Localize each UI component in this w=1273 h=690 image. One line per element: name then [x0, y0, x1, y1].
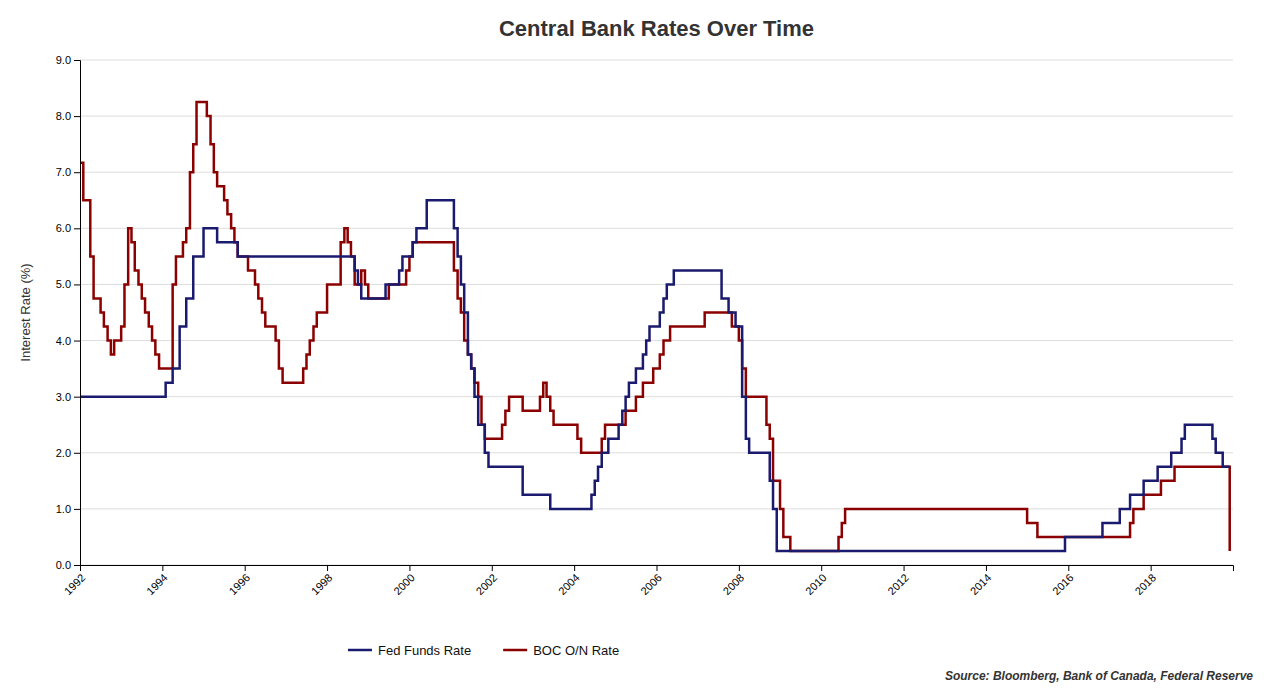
x-tick-mark	[327, 565, 328, 571]
x-tick: 2010	[803, 565, 829, 597]
y-tick-label: 2.0	[56, 447, 71, 459]
legend-item: Fed Funds Rate	[348, 643, 471, 658]
x-tick: 2004	[556, 565, 582, 597]
grid-line	[80, 228, 1233, 229]
x-tick-mark	[904, 565, 905, 571]
chart: Central Bank Rates Over Time 1992 1994 1996…	[0, 0, 1273, 690]
x-tick-mark	[574, 565, 575, 571]
x-tick: 2016	[1050, 565, 1076, 597]
x-tick: 1996	[226, 565, 252, 597]
y-tick: 6.0	[56, 222, 80, 234]
y-tick: 4.0	[56, 335, 80, 347]
grid-line	[80, 172, 1233, 173]
x-tick-mark	[821, 565, 822, 571]
y-tick: 7.0	[56, 166, 80, 178]
series-line	[80, 102, 1230, 551]
x-tick-label: 2008	[721, 571, 747, 597]
y-tick: 2.0	[56, 447, 80, 459]
y-tick: 9.0	[56, 54, 80, 66]
x-tick-label: 2010	[803, 571, 829, 597]
x-tick-mark	[739, 565, 740, 571]
grid-line	[80, 116, 1233, 117]
y-tick-label: 1.0	[56, 503, 71, 515]
x-tick: 2018	[1132, 565, 1158, 597]
x-axis-line	[81, 566, 1234, 572]
y-tick: 0.0	[56, 559, 80, 571]
x-axis: 1992 1994 1996 1998 2000 2002 2004 2006 2008 2010…	[62, 565, 1234, 597]
x-tick: 1998	[309, 565, 335, 597]
x-tick-label: 1994	[144, 571, 170, 597]
x-tick-mark	[1068, 565, 1069, 571]
plot: 1992 1994 1996 1998 2000 2002 2004 2006 2008 2010…	[56, 54, 1234, 597]
x-tick-label: 2016	[1050, 571, 1076, 597]
y-tick-mark	[74, 509, 80, 510]
x-tick-label: 2018	[1132, 571, 1158, 597]
x-tick-label: 2006	[638, 571, 664, 597]
grid-line	[80, 340, 1233, 341]
x-tick-label: 1992	[62, 571, 88, 597]
legend-swatch	[348, 649, 372, 652]
legend: Fed Funds Rate BOC O/N Rate	[348, 643, 619, 658]
y-tick-mark	[74, 116, 80, 117]
x-tick-label: 2002	[473, 571, 499, 597]
y-axis-line	[74, 61, 81, 566]
x-tick-label: 2012	[885, 571, 911, 597]
x-tick-mark	[1151, 565, 1152, 571]
y-tick-mark	[74, 228, 80, 229]
x-tick-label: 1998	[309, 571, 335, 597]
y-tick-mark	[74, 341, 80, 342]
y-tick: 5.0	[56, 278, 80, 290]
legend-label: BOC O/N Rate	[533, 643, 619, 658]
y-tick-label: 0.0	[56, 559, 71, 571]
x-tick-mark	[245, 565, 246, 571]
y-tick: 1.0	[56, 503, 80, 515]
x-tick-mark	[162, 565, 163, 571]
x-tick: 2000	[391, 565, 417, 597]
x-tick-mark	[986, 565, 987, 571]
y-tick-label: 9.0	[56, 54, 71, 66]
legend-label: Fed Funds Rate	[378, 643, 471, 658]
y-tick: 3.0	[56, 391, 80, 403]
y-tick: 8.0	[56, 110, 80, 122]
x-tick-label: 1996	[226, 571, 252, 597]
grid-line	[80, 396, 1233, 397]
y-tick-label: 7.0	[56, 166, 71, 178]
x-tick: 2006	[638, 565, 664, 597]
grid-line	[80, 284, 1233, 285]
y-axis-title: Interest Rate (%)	[18, 263, 33, 361]
series-line	[80, 200, 1230, 551]
x-tick: 1994	[144, 565, 170, 597]
x-tick-label: 2004	[556, 571, 582, 597]
y-grid	[80, 60, 1233, 565]
y-tick-mark	[74, 284, 80, 285]
y-tick-label: 5.0	[56, 278, 71, 290]
y-axis: 0.0 1.0 2.0 3.0 4.0 5.0 6.0 7.0 8.0 9.0	[56, 54, 81, 571]
title: Central Bank Rates Over Time	[499, 16, 814, 41]
grid-line	[80, 452, 1233, 453]
y-tick-mark	[74, 565, 80, 566]
x-tick-label: 2014	[968, 571, 994, 597]
y-tick-label: 8.0	[56, 110, 71, 122]
x-tick: 2012	[885, 565, 911, 597]
x-tick: 2008	[721, 565, 747, 597]
series-group	[80, 102, 1230, 551]
x-tick-mark	[492, 565, 493, 571]
x-tick-mark	[657, 565, 658, 571]
grid-line	[80, 508, 1233, 509]
legend-swatch	[503, 649, 527, 652]
y-tick-mark	[74, 172, 80, 173]
grid-line	[80, 60, 1233, 61]
x-tick: 2014	[968, 565, 994, 597]
y-tick-mark	[74, 60, 80, 61]
y-tick-mark	[74, 453, 80, 454]
x-tick-mark	[409, 565, 410, 571]
legend-item: BOC O/N Rate	[503, 643, 619, 658]
annotation: Source: Bloomberg, Bank of Canada, Feder…	[945, 669, 1253, 683]
y-tick-mark	[74, 397, 80, 398]
y-tick-label: 6.0	[56, 222, 71, 234]
x-tick-label: 2000	[391, 571, 417, 597]
x-tick: 2002	[473, 565, 499, 597]
y-tick-label: 4.0	[56, 335, 71, 347]
y-tick-label: 3.0	[56, 391, 71, 403]
